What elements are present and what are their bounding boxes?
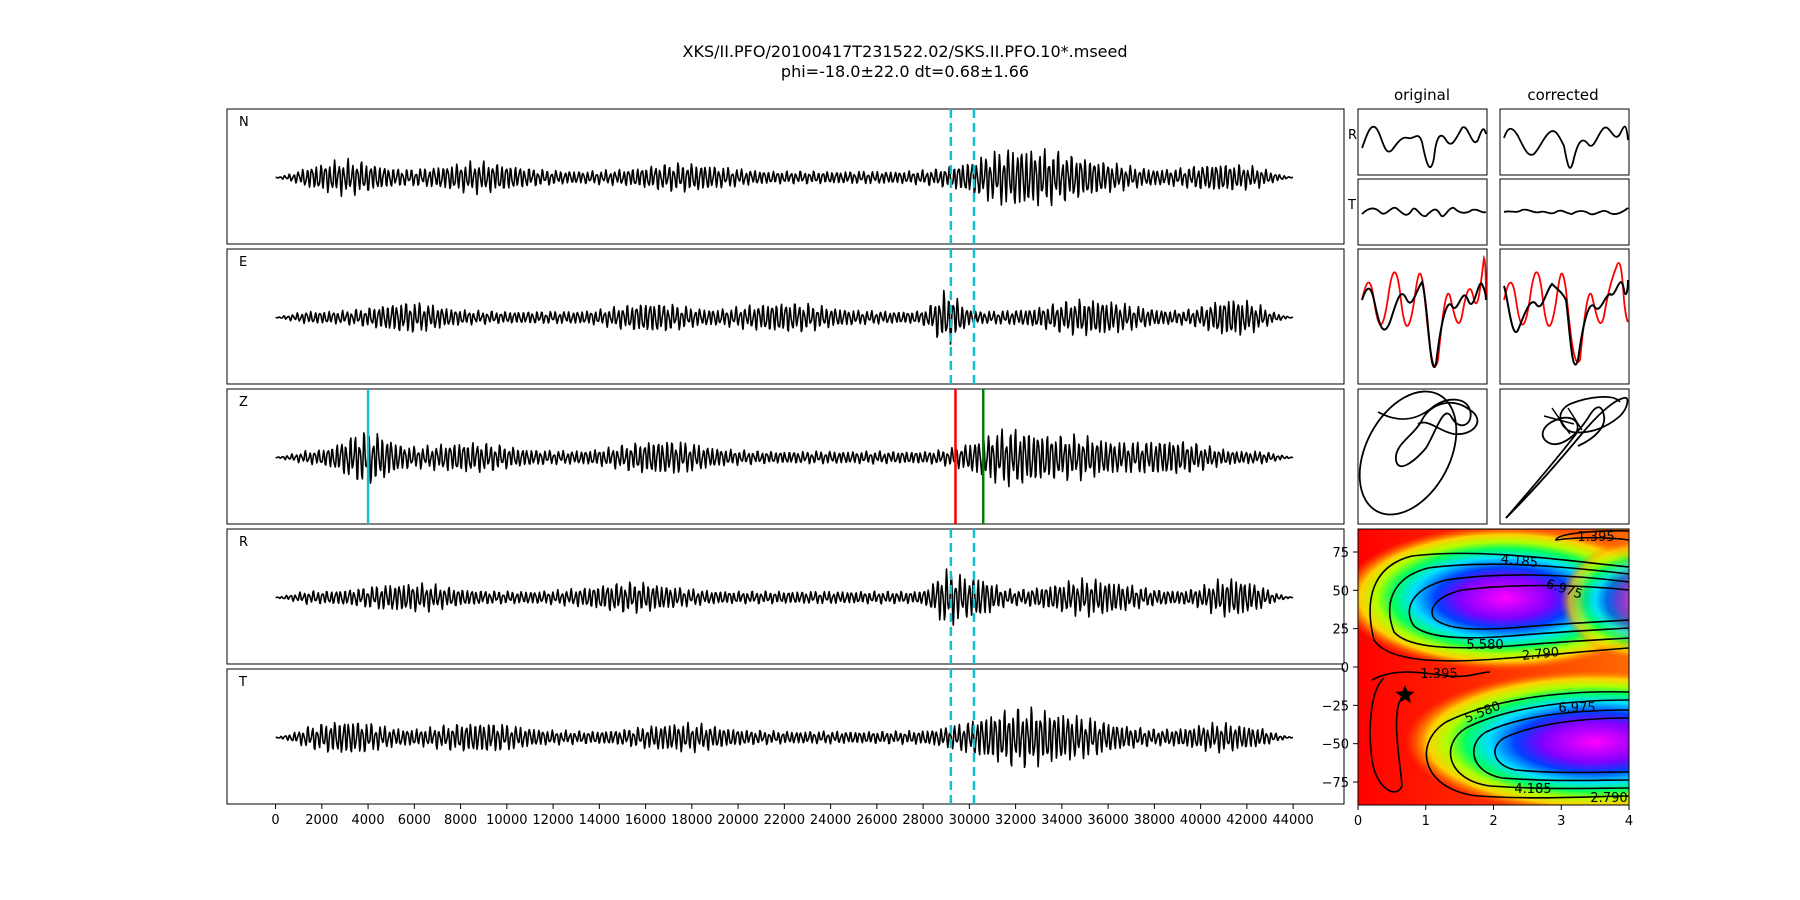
panel-label: E — [239, 255, 247, 270]
trace-corrected-r — [1503, 125, 1629, 169]
x-tick-label: 28000 — [902, 813, 943, 828]
heatmap-y-tick-label: 75 — [1332, 546, 1349, 561]
x-tick-label: 16000 — [625, 813, 666, 828]
column-title-original: original — [1394, 86, 1450, 104]
x-tick-label: 44000 — [1272, 813, 1313, 828]
trace-corrected-overlay-black — [1503, 279, 1629, 366]
row-label-r: R — [1348, 128, 1357, 143]
x-tick-label: 30000 — [949, 813, 990, 828]
trace-panel-r: R — [226, 528, 1345, 665]
trace-panel-e: E — [226, 248, 1345, 385]
x-tick-label: 4000 — [352, 813, 385, 828]
x-tick-label: 26000 — [856, 813, 897, 828]
waveform-panels: N E Z R T — [226, 108, 1345, 805]
panel-original-overlay — [1357, 248, 1488, 385]
trace-panel-z: Z — [226, 388, 1345, 525]
panel-corrected-overlay — [1499, 248, 1630, 385]
particle-motion-original — [1358, 390, 1479, 516]
waveform-x-axis: 0 2000 4000 6000 8000 10000 12000 14000 16000 180… — [271, 804, 1314, 828]
x-tick-label: 32000 — [995, 813, 1036, 828]
x-tick-label: 40000 — [1180, 813, 1221, 828]
x-tick-label: 2000 — [305, 813, 338, 828]
trace-line — [275, 706, 1294, 769]
trace-panel-n: N — [226, 108, 1345, 245]
heatmap-lobe-bottom — [1405, 670, 1629, 805]
x-tick-label: 0 — [271, 813, 279, 828]
comparison-panels — [1357, 108, 1630, 525]
x-tick-label: 14000 — [579, 813, 620, 828]
trace-original-overlay-black — [1361, 279, 1487, 368]
contour-lines — [1369, 530, 1629, 799]
contour-label: 1.395 — [1577, 530, 1614, 545]
contour-label: 1.395 — [1420, 667, 1457, 682]
x-tick-label: 34000 — [1041, 813, 1082, 828]
x-tick-label: 8000 — [444, 813, 477, 828]
panel-label: T — [238, 675, 247, 690]
x-tick-label: 6000 — [398, 813, 431, 828]
heatmap-y-tick-label: −25 — [1322, 699, 1349, 714]
x-tick-label: 42000 — [1226, 813, 1267, 828]
heatmap-y-tick-label: 50 — [1332, 584, 1349, 599]
x-tick-label: 10000 — [486, 813, 527, 828]
contour-label: 2.790 — [1521, 645, 1560, 664]
trace-line — [275, 289, 1294, 345]
column-title-corrected: corrected — [1527, 86, 1598, 104]
x-tick-label: 24000 — [810, 813, 851, 828]
x-tick-label: 38000 — [1134, 813, 1175, 828]
contour-label: 4.185 — [1514, 782, 1551, 797]
trace-line — [275, 568, 1294, 626]
heatmap-x-tick-label: 4 — [1625, 814, 1633, 829]
heatmap-y-tick-label: 25 — [1332, 623, 1349, 638]
x-tick-label: 20000 — [717, 813, 758, 828]
figure-title: XKS/II.PFO/20100417T231522.02/SKS.II.PFO… — [683, 42, 1128, 61]
heatmap-x-tick-label: 0 — [1354, 814, 1362, 829]
x-tick-label: 18000 — [671, 813, 712, 828]
panel-label: N — [239, 115, 249, 130]
panel-label: Z — [239, 395, 248, 410]
panel-corrected-r — [1499, 108, 1630, 176]
trace-corrected-t — [1503, 207, 1629, 216]
contour-label: 4.185 — [1500, 552, 1539, 571]
error-surface: 1.395 4.185 6.975 5.580 2.790 1.395 5.58… — [1322, 528, 1634, 829]
particle-motion-corrected — [1505, 396, 1629, 519]
heatmap-y-tick-label: −75 — [1322, 776, 1349, 791]
heatmap-lobe-top — [1358, 529, 1629, 670]
heatmap-x-tick-label: 2 — [1489, 814, 1497, 829]
best-fit-star — [1395, 685, 1415, 703]
trace-line — [275, 148, 1294, 207]
trace-panel-t: T — [226, 668, 1345, 805]
trace-corrected-overlay-red — [1503, 261, 1629, 363]
trace-original-r — [1361, 125, 1487, 168]
heatmap-y-tick-label: 0 — [1341, 661, 1349, 676]
heatmap-axes: 0 1 2 3 4 75 50 25 0 −25 −50 −75 — [1322, 546, 1634, 829]
trace-line — [275, 428, 1294, 488]
figure-subtitle: phi=-18.0±22.0 dt=0.68±1.66 — [781, 62, 1029, 81]
heatmap-x-tick-label: 1 — [1422, 814, 1430, 829]
contour-label: 2.790 — [1590, 791, 1627, 806]
panel-label: R — [239, 535, 248, 550]
row-label-t: T — [1347, 198, 1356, 213]
x-tick-label: 12000 — [532, 813, 573, 828]
contour-label: 5.580 — [1466, 638, 1503, 653]
heatmap-lobe-top-extension — [1560, 540, 1629, 660]
heatmap-x-tick-label: 3 — [1557, 814, 1565, 829]
x-tick-label: 36000 — [1087, 813, 1128, 828]
trace-original-t — [1361, 206, 1487, 218]
x-tick-label: 22000 — [764, 813, 805, 828]
contour-label: 6.975 — [1558, 701, 1595, 716]
heatmap-y-tick-label: −50 — [1322, 738, 1349, 753]
